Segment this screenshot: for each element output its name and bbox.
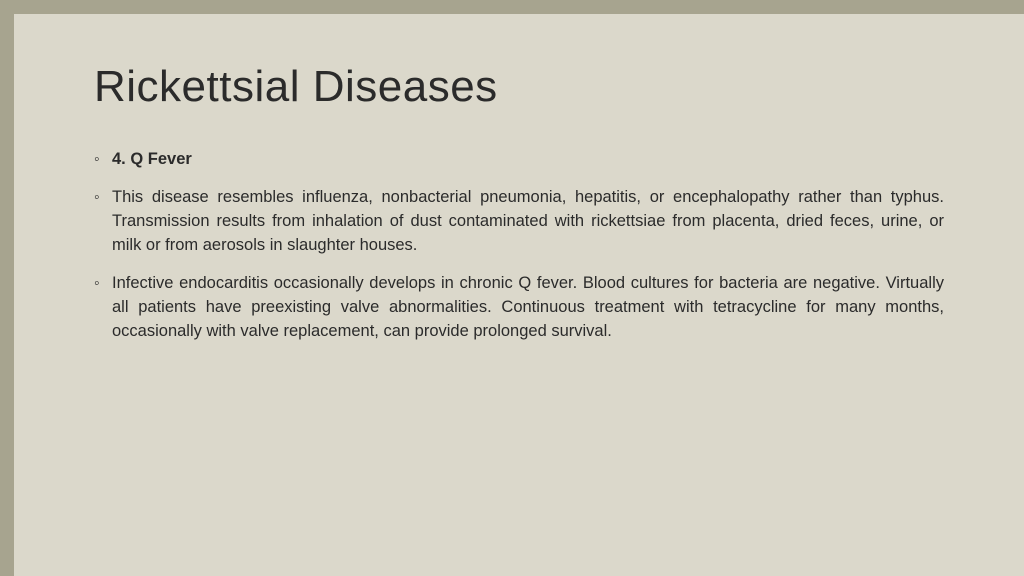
list-item: 4. Q Fever (94, 148, 944, 172)
slide-border-left (0, 0, 14, 576)
bullet-text: This disease resembles influenza, nonbac… (112, 188, 944, 254)
bullet-list: 4. Q Fever This disease resembles influe… (94, 148, 944, 343)
slide-border-top (0, 0, 1024, 14)
slide-title: Rickettsial Diseases (94, 62, 944, 112)
bullet-text-bold: 4. Q Fever (112, 150, 192, 168)
bullet-text: Infective endocarditis occasionally deve… (112, 274, 944, 340)
slide-content: Rickettsial Diseases 4. Q Fever This dis… (14, 14, 1024, 576)
list-item: This disease resembles influenza, nonbac… (94, 186, 944, 258)
list-item: Infective endocarditis occasionally deve… (94, 272, 944, 344)
